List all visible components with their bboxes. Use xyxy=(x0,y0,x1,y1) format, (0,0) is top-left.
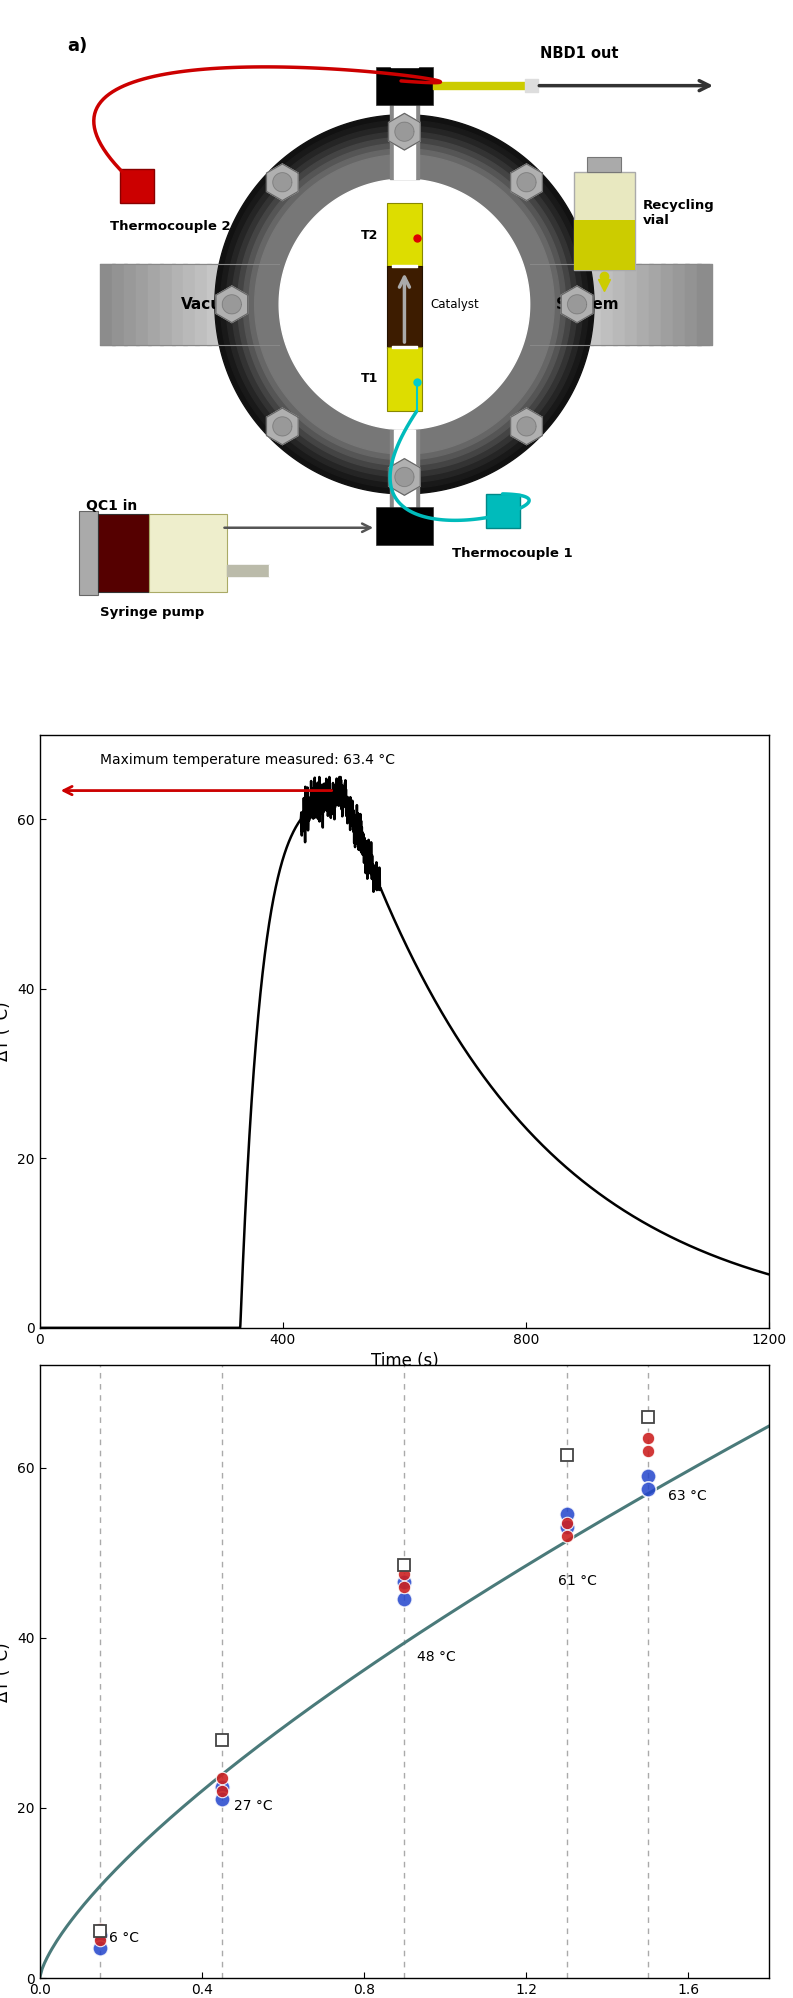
Polygon shape xyxy=(389,114,420,150)
Polygon shape xyxy=(511,164,542,200)
X-axis label: Time (s): Time (s) xyxy=(370,1353,439,1371)
Polygon shape xyxy=(279,180,530,430)
Polygon shape xyxy=(389,460,420,496)
FancyBboxPatch shape xyxy=(387,266,422,348)
Text: 61 °C: 61 °C xyxy=(558,1574,597,1588)
Text: 63 °C: 63 °C xyxy=(668,1489,707,1502)
FancyBboxPatch shape xyxy=(79,511,98,595)
Polygon shape xyxy=(517,172,536,192)
Polygon shape xyxy=(511,408,542,446)
Polygon shape xyxy=(255,154,554,454)
Text: T1: T1 xyxy=(362,372,379,386)
Text: QC1 in: QC1 in xyxy=(86,500,137,513)
FancyBboxPatch shape xyxy=(149,513,227,591)
Y-axis label: ΔT (°C): ΔT (°C) xyxy=(0,1642,12,1702)
Polygon shape xyxy=(395,122,414,142)
Text: System: System xyxy=(555,298,619,312)
Polygon shape xyxy=(222,296,241,314)
FancyBboxPatch shape xyxy=(573,220,634,270)
Polygon shape xyxy=(238,138,571,472)
Polygon shape xyxy=(266,164,298,200)
FancyBboxPatch shape xyxy=(120,170,154,202)
FancyBboxPatch shape xyxy=(376,68,433,104)
Polygon shape xyxy=(232,132,577,478)
FancyBboxPatch shape xyxy=(376,507,433,545)
Polygon shape xyxy=(215,114,594,494)
Polygon shape xyxy=(395,468,414,486)
Text: 27 °C: 27 °C xyxy=(234,1800,273,1814)
Polygon shape xyxy=(226,126,583,482)
Polygon shape xyxy=(568,296,587,314)
Text: a): a) xyxy=(67,36,87,54)
Polygon shape xyxy=(216,286,247,322)
FancyBboxPatch shape xyxy=(387,348,422,412)
Text: NBD1 out: NBD1 out xyxy=(540,46,619,62)
FancyBboxPatch shape xyxy=(588,158,621,172)
FancyBboxPatch shape xyxy=(573,172,634,270)
FancyBboxPatch shape xyxy=(98,513,149,591)
FancyBboxPatch shape xyxy=(387,202,422,268)
Polygon shape xyxy=(561,286,593,322)
Text: T2: T2 xyxy=(362,228,379,242)
Polygon shape xyxy=(220,120,588,488)
FancyBboxPatch shape xyxy=(485,494,519,527)
Text: 6 °C: 6 °C xyxy=(109,1932,139,1946)
Text: Thermocouple 2: Thermocouple 2 xyxy=(110,220,231,232)
Y-axis label: ΔT (°C): ΔT (°C) xyxy=(0,1001,12,1061)
Text: Maximum temperature measured: 63.4 °C: Maximum temperature measured: 63.4 °C xyxy=(101,753,396,767)
Polygon shape xyxy=(266,408,298,446)
Polygon shape xyxy=(517,418,536,436)
Polygon shape xyxy=(273,172,292,192)
Text: 48 °C: 48 °C xyxy=(416,1650,455,1664)
Polygon shape xyxy=(249,150,560,460)
Polygon shape xyxy=(243,144,565,466)
Text: Recycling
vial: Recycling vial xyxy=(643,200,714,228)
Text: Syringe pump: Syringe pump xyxy=(100,605,204,619)
Polygon shape xyxy=(273,418,292,436)
Text: Thermocouple 1: Thermocouple 1 xyxy=(452,547,573,559)
Text: Catalyst: Catalyst xyxy=(430,298,479,312)
Text: Vacuum: Vacuum xyxy=(181,298,249,312)
